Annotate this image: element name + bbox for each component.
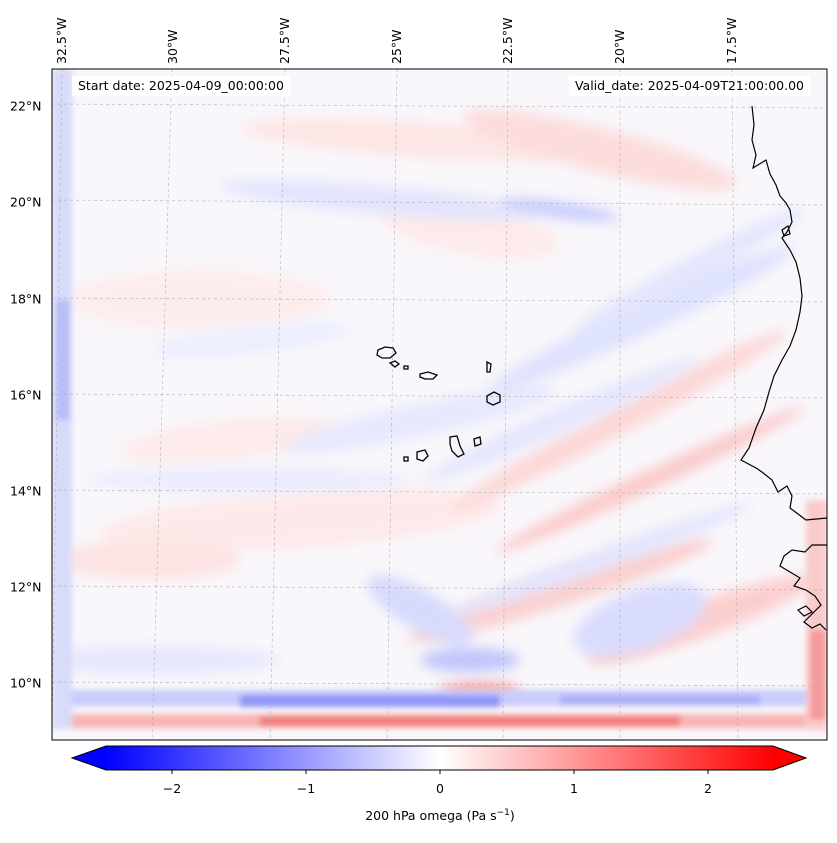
lon-label: 32.5°W	[54, 17, 69, 64]
island-sal	[486, 360, 492, 373]
lon-label: 25°W	[389, 29, 404, 64]
island-sao-vicente	[388, 360, 401, 368]
island-brava	[403, 456, 409, 462]
colorbar-tick-label: −1	[296, 781, 316, 796]
lat-label: 16°N	[10, 387, 42, 403]
lon-label: 27.5°W	[277, 17, 292, 64]
colorbar	[70, 745, 808, 774]
omega-negative-areas	[52, 180, 805, 674]
colorbar-tick-label: −2	[162, 781, 182, 796]
colorbar-tick-label: 2	[704, 781, 712, 796]
lat-label: 20°N	[10, 194, 42, 210]
colorbar-min-extend	[72, 746, 107, 770]
lat-label: 10°N	[10, 675, 42, 691]
island-maio	[473, 436, 482, 447]
lon-label: 30°W	[165, 29, 180, 64]
colorbar-outline	[70, 745, 808, 771]
lat-label: 12°N	[10, 579, 42, 595]
africa-coastline	[740, 105, 827, 631]
lat-label: 22°N	[10, 98, 42, 114]
colorbar-title-close: )	[509, 808, 515, 824]
lon-label: 22.5°W	[500, 17, 515, 64]
map-frame	[51, 68, 828, 741]
cape-verde-islands	[376, 346, 501, 462]
colorbar-max-extend	[773, 746, 806, 770]
colorbar-gradient	[106, 746, 774, 770]
island-boa-vista	[486, 391, 501, 406]
island-sao-nicolau	[419, 371, 439, 380]
lon-label: 20°W	[612, 29, 627, 64]
gridlines	[51, 68, 828, 741]
colorbar-tick-label: 1	[570, 781, 578, 796]
island-fogo	[416, 449, 429, 462]
colorbar-title-sup: −1	[496, 808, 510, 818]
coast-islet-a	[796, 605, 814, 617]
colorbar-tick-label: 0	[436, 781, 444, 796]
colorbar-title: 200 hPa omega (Pa s−1)	[365, 808, 515, 823]
lat-label: 14°N	[10, 483, 42, 499]
island-santiago	[449, 435, 465, 458]
island-santo-antao	[376, 346, 397, 359]
start-date-label: Start date: 2025-04-09_00:00:00	[72, 76, 290, 96]
coast-islet-b	[781, 225, 791, 237]
island-santa-luzia	[403, 365, 409, 370]
lat-label: 18°N	[10, 291, 42, 307]
valid-date-label: Valid_date: 2025-04-09T21:00:00.00	[568, 76, 810, 96]
boundary-bands	[52, 69, 827, 730]
colorbar-title-text: 200 hPa omega (Pa s	[365, 808, 497, 824]
lon-label: 17.5°W	[724, 17, 739, 64]
colorbar-ticks	[171, 770, 709, 774]
coastlines	[740, 105, 827, 631]
